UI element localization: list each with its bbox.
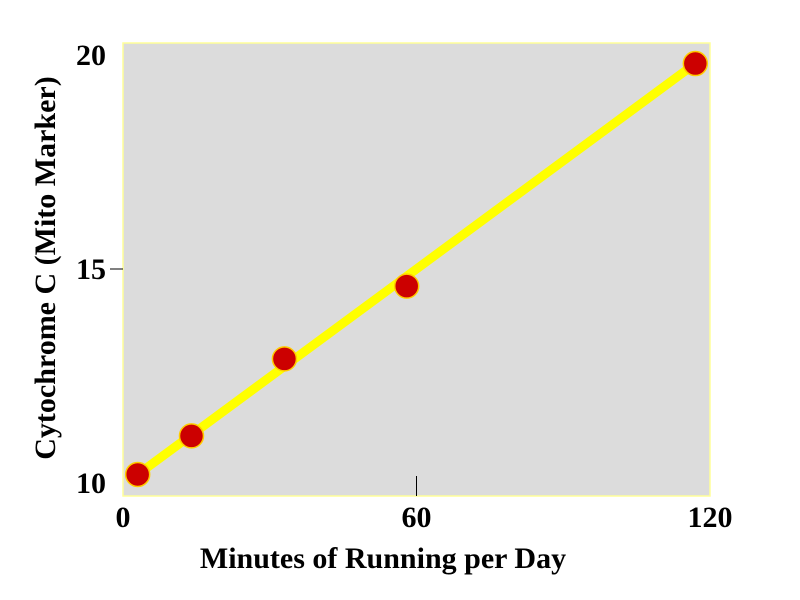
data-points (124, 50, 709, 488)
x-tick-label: 0 (116, 501, 131, 534)
y-tick-label: 10 (76, 467, 106, 500)
y-tick-labels: 10 15 20 (76, 39, 106, 500)
x-tick-label: 60 (402, 501, 432, 534)
data-point (124, 461, 151, 488)
data-point (178, 423, 205, 449)
data-point (271, 346, 298, 372)
x-axis-title: Minutes of Running per Day (200, 542, 566, 575)
y-tick-label: 15 (76, 253, 106, 286)
y-axis-title: Cytochrome C (Mito Marker) (29, 76, 62, 459)
y-tick-label: 20 (76, 39, 106, 72)
x-tick-labels: 0 60 120 (116, 501, 733, 534)
trend-line (133, 59, 700, 479)
x-tick-label: 120 (688, 501, 733, 534)
data-point (682, 50, 709, 77)
data-point (393, 273, 420, 299)
axis-ticks (110, 268, 417, 496)
